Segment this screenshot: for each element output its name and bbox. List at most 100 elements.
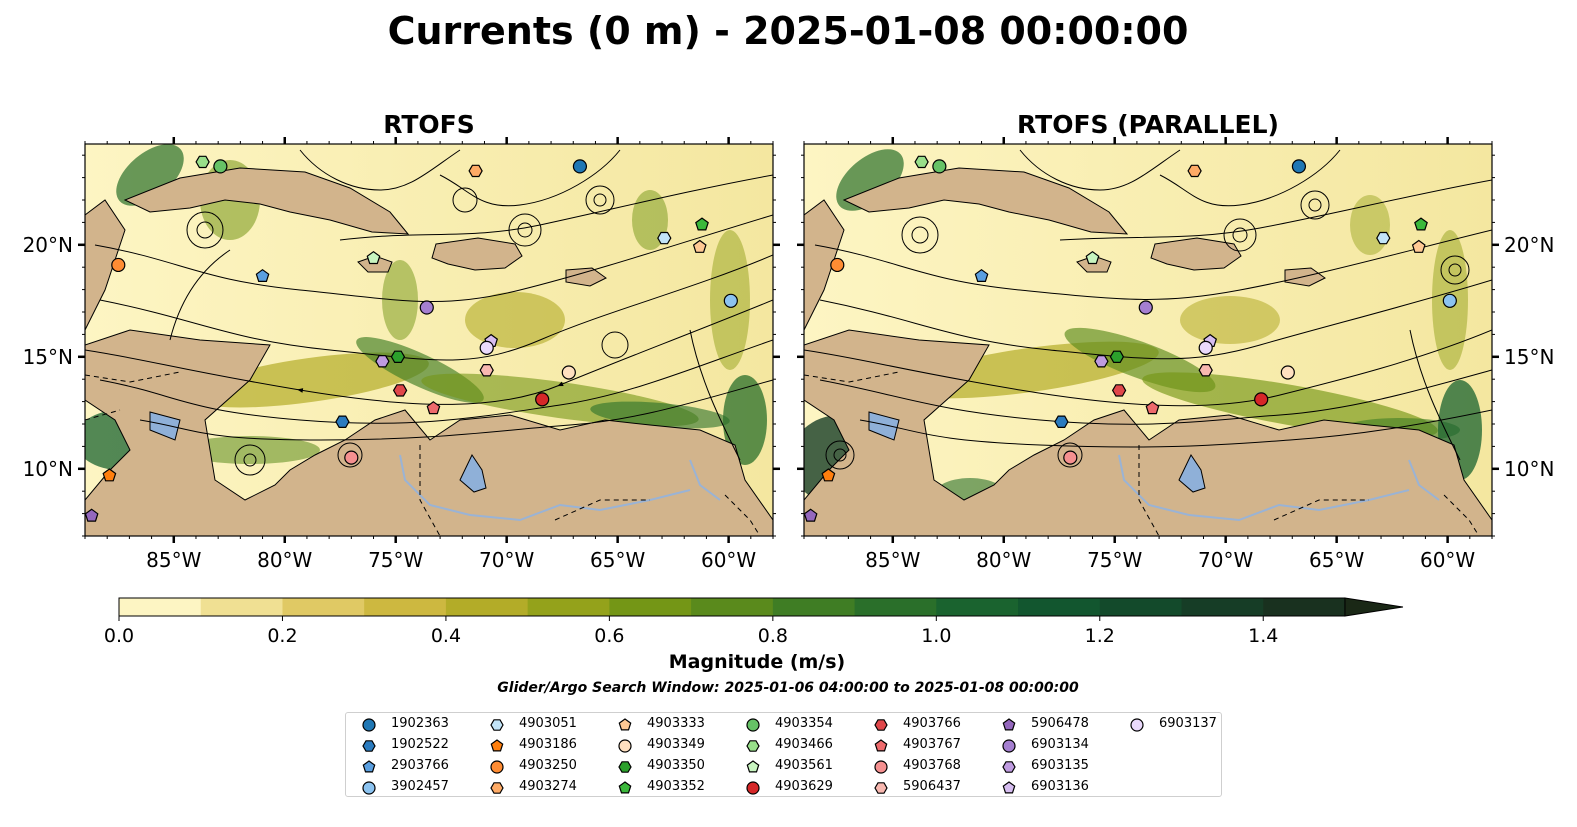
legend-marker-icon — [746, 781, 760, 795]
legend-marker-icon — [618, 718, 632, 731]
legend-marker-hexagon — [490, 782, 504, 794]
colorbar-frame — [118, 597, 1346, 617]
colorbar-bin — [1018, 598, 1101, 616]
float-marker-1902363 — [1291, 159, 1307, 174]
legend-marker-icon — [618, 761, 632, 773]
country-borders — [85, 371, 761, 536]
float-marker-4903766 — [1111, 384, 1127, 397]
colorbar-tick-label: 0.6 — [594, 625, 624, 647]
legend-label: 4903186 — [519, 737, 577, 752]
float-marker-4903466 — [195, 155, 210, 169]
legend-marker-circle — [746, 781, 760, 795]
legend-marker-icon — [490, 719, 504, 731]
colorbar-label: Magnitude (m/s) — [669, 651, 846, 673]
legend-marker-icon — [746, 718, 760, 732]
float-marker-4903767 — [426, 401, 441, 415]
float-marker-4903186 — [102, 468, 117, 482]
legend-marker-hexagon — [1002, 761, 1016, 773]
legend-marker-icon — [746, 760, 760, 773]
panel-rtofs: RTOFS — [23, 110, 780, 572]
float-marker-4903561 — [366, 250, 381, 265]
float-legend: 1902363 1902522 2903766 3902457 4903051 49031… — [345, 712, 1222, 797]
legend-marker-pentagon — [874, 739, 888, 752]
legend-marker-icon — [1002, 761, 1016, 773]
float-marker-5906478 — [804, 508, 818, 522]
legend-marker-pentagon — [490, 739, 504, 752]
float-marker-4903274 — [1187, 164, 1202, 178]
legend-label: 4903466 — [775, 737, 833, 752]
float-marker-4903561 — [1085, 250, 1100, 265]
float-marker-4903350 — [1109, 350, 1125, 363]
legend-label: 4903354 — [775, 716, 833, 731]
axes-frame-rtofs-parallel — [803, 143, 1493, 537]
float-marker-4903350 — [390, 350, 406, 363]
legend-label: 6903135 — [1031, 758, 1089, 773]
legend-marker-circle — [618, 739, 632, 753]
legend-label: 4903051 — [519, 716, 577, 731]
legend-label: 1902363 — [391, 716, 449, 731]
float-marker-4903768 — [1063, 450, 1078, 465]
x-tick-label: 80°W — [976, 548, 1031, 572]
legend-label: 6903136 — [1031, 779, 1089, 794]
rivers — [1118, 454, 1440, 522]
x-tick-label: 85°W — [146, 548, 201, 572]
colorbar-bin — [364, 598, 447, 616]
colorbar-extend-arrow — [1344, 597, 1404, 617]
legend-marker-icon — [874, 719, 888, 731]
colorbar-tick-label: 0.2 — [267, 625, 297, 647]
float-marker-4903629 — [1254, 392, 1269, 407]
legend-label: 5906478 — [1031, 716, 1089, 731]
legend-label: 4903352 — [647, 779, 705, 794]
float-marker-4903186 — [821, 468, 836, 482]
float-marker-1902522 — [1054, 415, 1069, 428]
colorbar-bin — [691, 598, 774, 616]
x-tick-label: 70°W — [1198, 548, 1253, 572]
colorbar-bin — [609, 598, 692, 616]
legend-label: 1902522 — [391, 737, 449, 752]
float-marker-2903766 — [255, 268, 270, 282]
legend-marker-icon — [746, 740, 760, 752]
legend-marker-hexagon — [874, 782, 888, 794]
x-tick-label: 60°W — [701, 548, 756, 572]
legend-marker-icon — [1002, 718, 1016, 731]
colorbar-tick-label: 0.0 — [104, 625, 134, 647]
rivers — [399, 454, 721, 522]
legend-label: 4903350 — [647, 758, 705, 773]
panel-rtofs-parallel: RTOFS (PARALLEL) — [797, 110, 1554, 572]
float-marker-4903333 — [692, 239, 707, 253]
float-marker-4903354 — [932, 159, 947, 174]
x-tick-label: 65°W — [1309, 548, 1364, 572]
legend-marker-icon — [1002, 739, 1016, 753]
float-marker-4903349 — [1280, 365, 1295, 380]
legend-marker-hexagon — [618, 761, 632, 773]
x-tick-label: 75°W — [1087, 548, 1142, 572]
float-marker-5906437 — [479, 364, 494, 377]
colorbar: 0.0 0.2 0.4 0.6 0.8 1.0 1.2 1.4 — [104, 597, 1404, 647]
colorbar-bin — [1263, 598, 1346, 616]
legend-marker-hexagon — [874, 719, 888, 731]
float-marker-6903134 — [1138, 300, 1153, 315]
legend-label: 4903250 — [519, 758, 577, 773]
float-marker-2903766 — [974, 268, 989, 282]
legend-marker-pentagon — [746, 760, 760, 773]
float-marker-3902457 — [723, 293, 738, 308]
legend-marker-pentagon — [362, 760, 376, 773]
y-tick-label: 15°N — [23, 345, 73, 369]
float-marker-1902522 — [335, 415, 350, 428]
legend-marker-circle — [490, 760, 504, 774]
float-marker-4903767 — [1145, 401, 1160, 415]
panel-title-rtofs: RTOFS — [383, 110, 475, 139]
legend-marker-pentagon — [618, 718, 632, 731]
float-marker-4903352 — [1414, 217, 1428, 231]
colorbar-tick-label: 1.0 — [921, 625, 951, 647]
float-marker-3902457 — [1442, 293, 1457, 308]
legend-label: 2903766 — [391, 758, 449, 773]
colorbar-bin — [119, 598, 202, 616]
lakes — [149, 411, 487, 493]
colorbar-tick-label: 1.2 — [1085, 625, 1115, 647]
x-tick-label: 65°W — [590, 548, 645, 572]
colorbar-tick-label: 0.8 — [758, 625, 788, 647]
float-marker-1902363 — [572, 159, 588, 174]
float-marker-4903768 — [344, 450, 359, 465]
float-markers-rtofs-parallel — [804, 155, 1457, 522]
